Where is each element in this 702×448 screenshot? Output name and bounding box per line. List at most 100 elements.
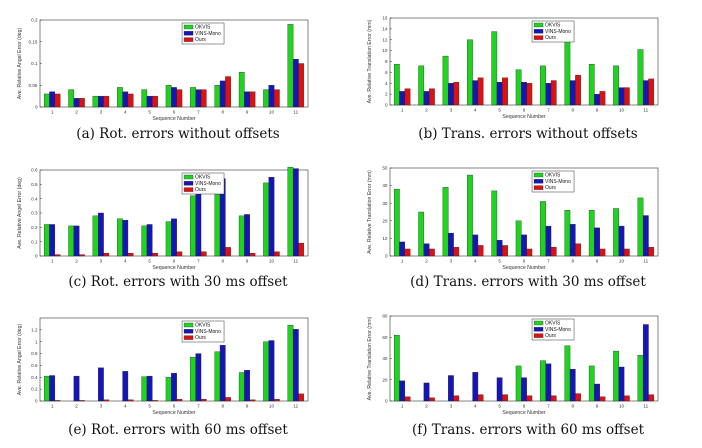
x-tick-label: 10 (619, 108, 625, 113)
legend-label-vins-mono: VINS-Mono (545, 29, 571, 35)
bar-vins-mono-7 (195, 353, 202, 402)
y-tick-label: 6 (385, 70, 388, 75)
y-tick-label: 0.5 (31, 182, 38, 187)
x-tick-label: 3 (450, 404, 453, 409)
legend-swatch-ours (183, 187, 194, 192)
bar-vins-mono-7 (195, 89, 202, 108)
x-tick-label: 3 (100, 404, 103, 409)
bar-ours-8 (225, 76, 231, 108)
bar-ours-5 (152, 400, 158, 402)
bar-vins-mono-10 (268, 176, 275, 257)
legend-swatch-vins-mono (183, 181, 194, 186)
bar-vins-mono-5 (146, 95, 153, 108)
bar-vins-mono-2 (423, 91, 430, 106)
bar-vins-mono-11 (642, 215, 649, 257)
chart-f: 0 20 40 60 80 Ave. Relative Translation Error… (367, 314, 659, 416)
bar-okvis-4 (467, 174, 473, 257)
legend-swatch-okvis (183, 24, 194, 30)
x-tick-label: 5 (498, 259, 501, 264)
y-tick-label: 0 (35, 399, 38, 404)
x-tick-label: 6 (173, 404, 176, 409)
y-tick-label: 0.3 (31, 211, 38, 216)
x-tick-label: 8 (571, 404, 574, 409)
bar-ours-5 (502, 394, 508, 402)
bar-okvis-8 (564, 210, 571, 257)
y-tick-label: 12 (382, 37, 388, 42)
bar-vins-mono-6 (171, 372, 177, 402)
bar-okvis-10 (613, 350, 619, 402)
bar-vins-mono-6 (521, 234, 527, 257)
y-tick-label: 80 (382, 314, 388, 319)
bar-vins-mono-4 (472, 80, 479, 106)
x-tick-label: 1 (51, 259, 54, 264)
legend-swatch-ours (533, 333, 544, 338)
bar-ours-3 (453, 395, 460, 402)
bar-ours-11 (648, 394, 655, 402)
bar-ours-8 (575, 74, 581, 106)
bar-okvis-4 (117, 87, 123, 108)
y-tick-label: 0 (385, 254, 388, 259)
bar-okvis-11 (287, 324, 294, 402)
chart-panel-b: 0 2 4 6 8 10 12 14 16 Ave. Relative Translation E… (358, 2, 698, 127)
x-tick-label: 4 (124, 110, 127, 115)
x-tick-label: 2 (425, 404, 428, 409)
x-tick-label: 1 (401, 108, 404, 113)
bar-vins-mono-3 (98, 367, 104, 402)
bar-okvis-6 (165, 85, 172, 108)
bar-ours-5 (502, 77, 508, 106)
x-tick-label: 9 (246, 404, 249, 409)
caption-c: (c) Rot. errors with 30 ms offset (68, 274, 288, 290)
y-tick-label: 1 (35, 339, 38, 344)
bar-ours-1 (404, 248, 411, 257)
legend-swatch-vins-mono (533, 179, 544, 184)
x-tick-label: 1 (51, 110, 54, 115)
legend-swatch-vins-mono (183, 329, 194, 334)
bar-vins-mono-9 (244, 91, 250, 108)
x-axis-label: Sequence Number (502, 410, 546, 416)
x-tick-label: 9 (596, 108, 599, 113)
bar-ours-7 (200, 399, 207, 402)
bar-okvis-2 (418, 65, 425, 106)
bar-ours-8 (225, 247, 231, 257)
bar-ours-2 (79, 98, 85, 108)
legend-label-ours: Ours (545, 185, 556, 191)
bar-okvis-6 (165, 377, 172, 402)
bar-okvis-6 (515, 220, 522, 257)
bar-okvis-9 (588, 64, 595, 106)
bar-ours-10 (273, 399, 280, 402)
bar-vins-mono-9 (244, 214, 250, 257)
caption-f: (f) Trans. errors with 60 ms offset (411, 422, 645, 438)
bar-ours-6 (526, 83, 533, 106)
bar-vins-mono-10 (618, 87, 625, 106)
bar-vins-mono-4 (472, 234, 479, 257)
x-tick-label: 3 (100, 259, 103, 264)
bar-okvis-3 (92, 95, 99, 108)
bar-okvis-7 (540, 360, 546, 402)
x-tick-label: 1 (401, 404, 404, 409)
bar-okvis-10 (613, 65, 619, 106)
bar-ours-1 (404, 88, 411, 106)
x-tick-label: 6 (173, 110, 176, 115)
chart-panel-e: 0 0.2 0.4 0.6 0.8 1 1.2 Ave. Relative Angel Err… (8, 306, 348, 431)
legend-label-vins-mono: VINS-Mono (545, 327, 571, 333)
bar-ours-3 (103, 252, 110, 257)
bar-ours-6 (176, 251, 183, 257)
x-tick-label: 6 (523, 108, 526, 113)
y-axis-label: Ave. Relative Angel Error (deg) (17, 177, 23, 249)
x-tick-label: 10 (269, 259, 275, 264)
legend-swatch-ours (183, 37, 194, 42)
bar-ours-7 (550, 395, 557, 402)
y-tick-label: 0 (385, 399, 388, 404)
bar-vins-mono-9 (594, 383, 600, 402)
legend-label-vins-mono: VINS-Mono (545, 179, 571, 185)
bar-vins-mono-6 (171, 218, 177, 257)
legend-label-vins-mono: VINS-Mono (195, 181, 221, 187)
bar-vins-mono-5 (496, 377, 503, 402)
bar-ours-8 (575, 393, 581, 402)
bar-okvis-5 (491, 31, 498, 106)
bar-ours-6 (526, 248, 533, 257)
legend-label-ours: Ours (545, 333, 556, 339)
legend-swatch-okvis (183, 322, 194, 328)
bar-vins-mono-5 (496, 81, 503, 106)
bar-vins-mono-2 (73, 98, 80, 108)
